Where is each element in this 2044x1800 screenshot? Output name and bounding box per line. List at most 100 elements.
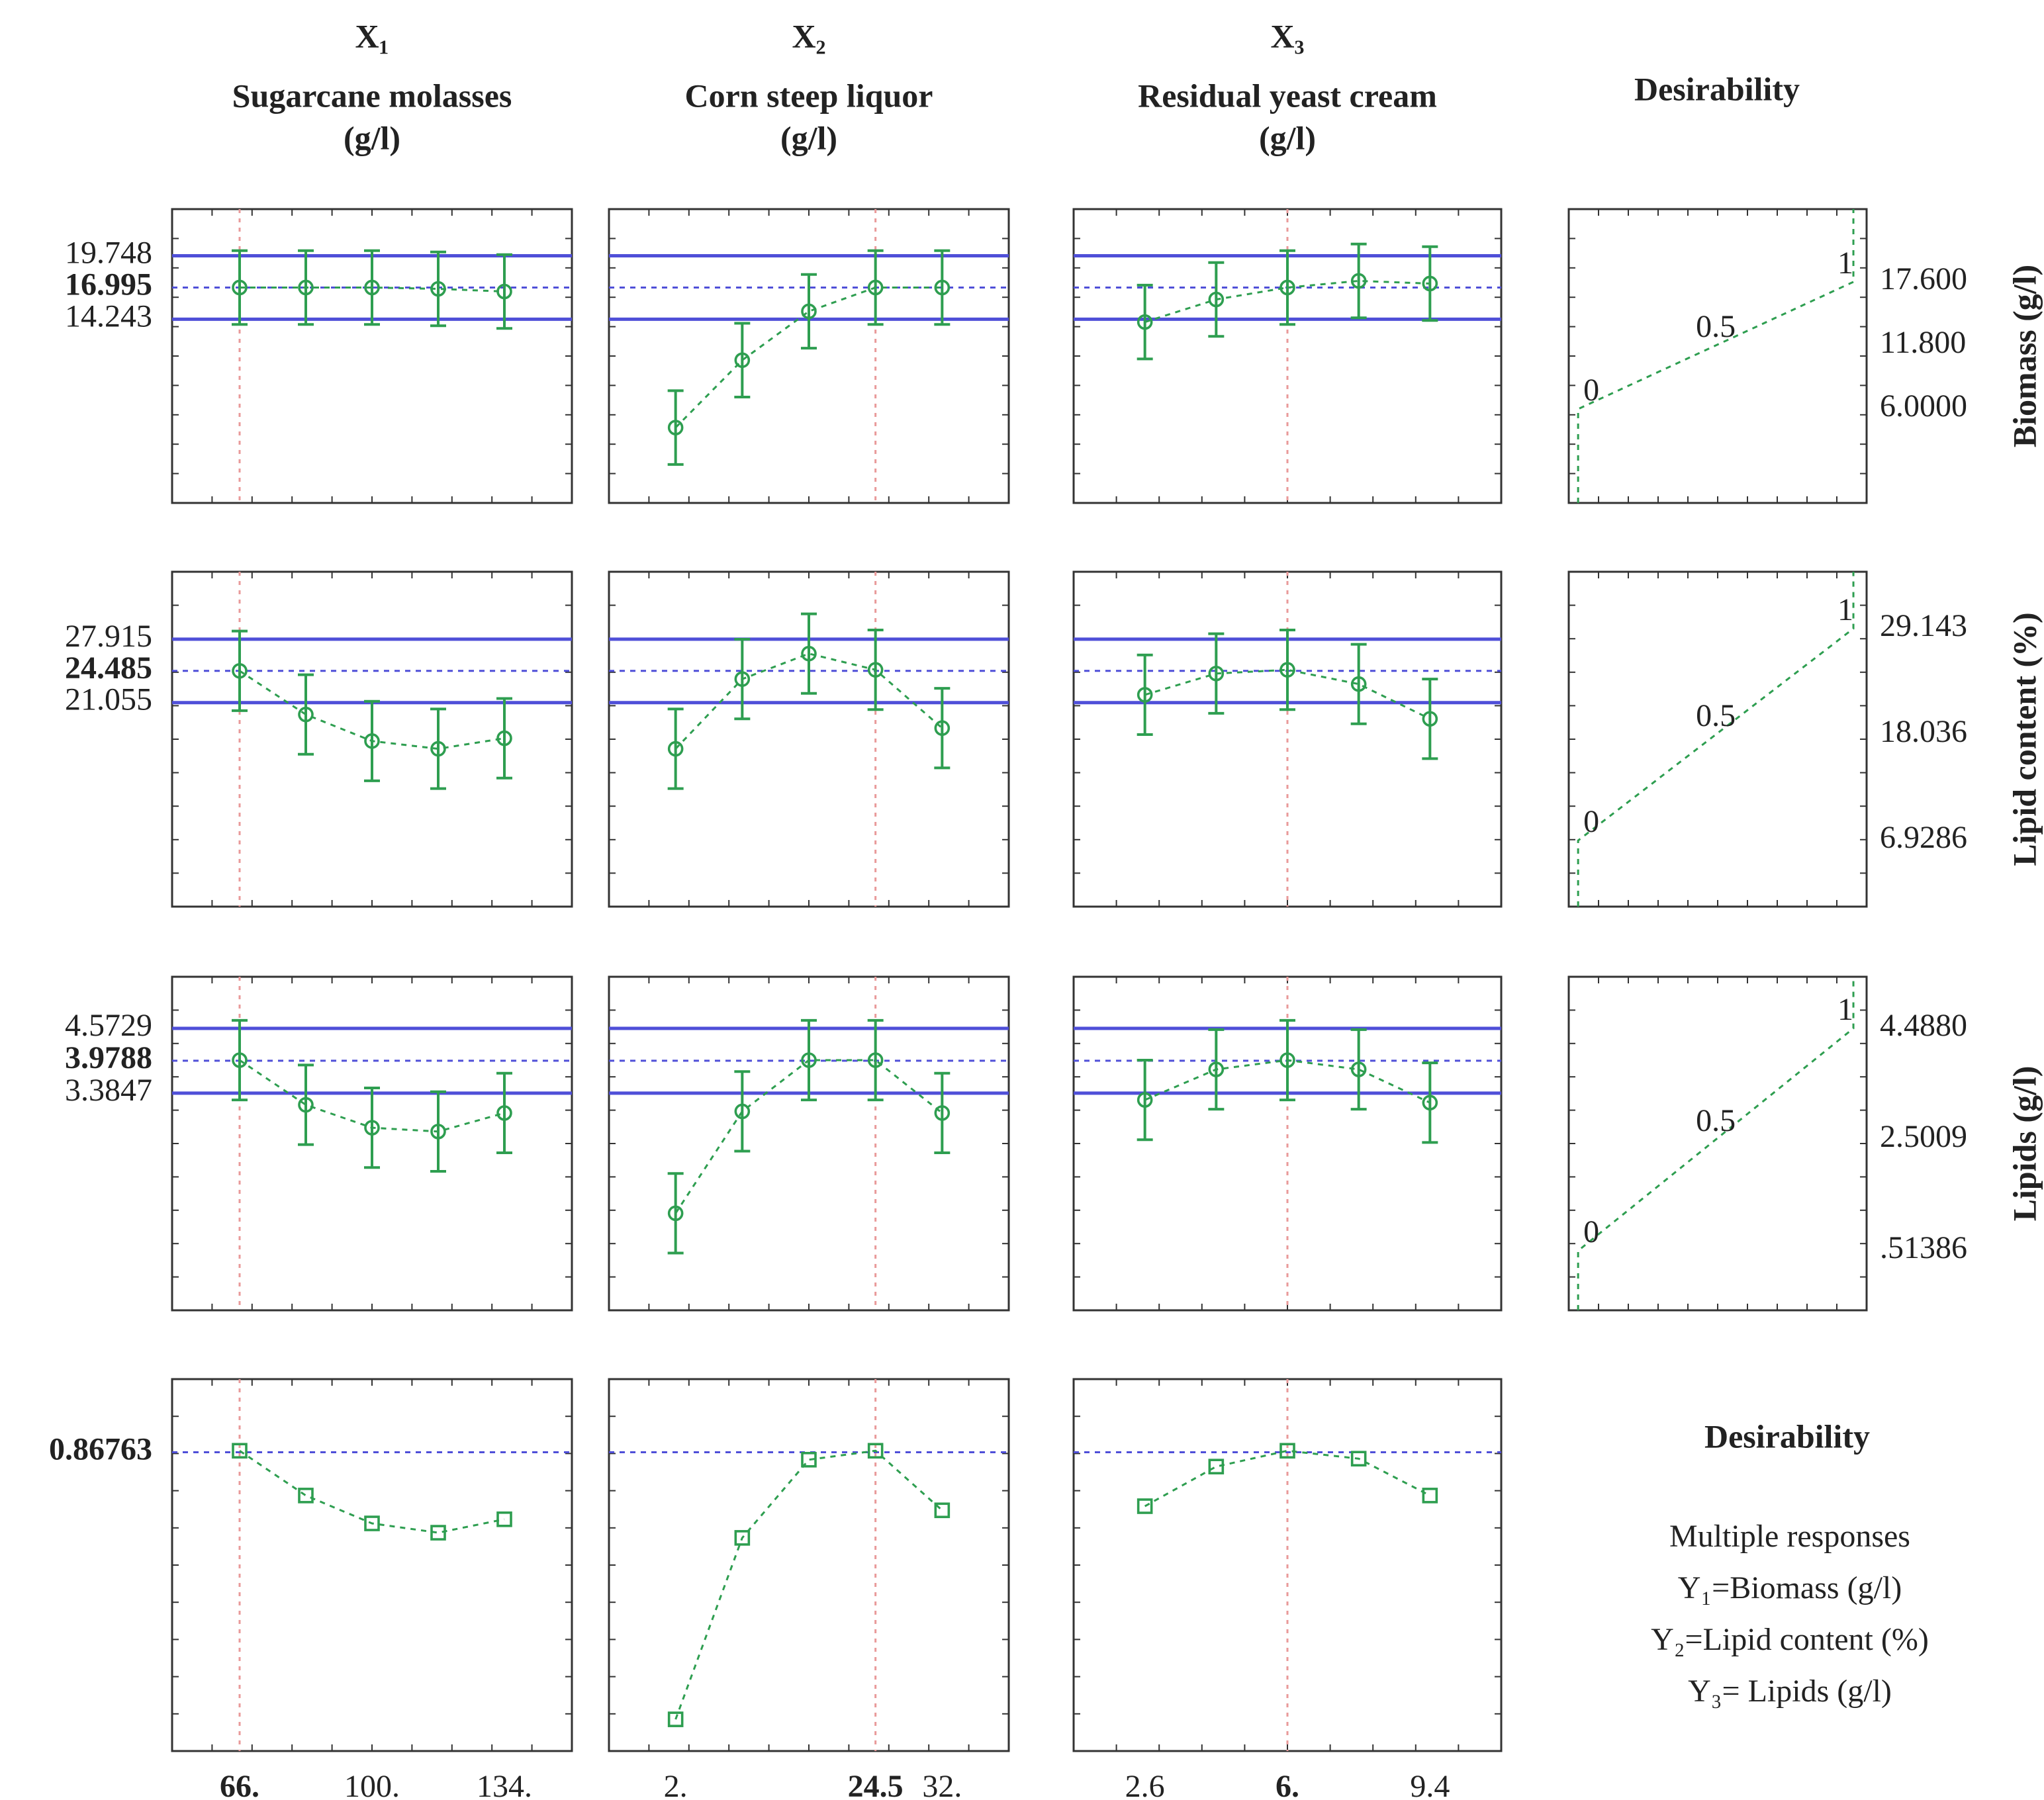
point: [430, 1124, 446, 1140]
panel: [1567, 570, 1868, 908]
panel: [608, 1378, 1010, 1752]
point: [1422, 1095, 1438, 1111]
point: [496, 283, 512, 300]
error-bar: [867, 629, 884, 711]
point: [1208, 665, 1225, 682]
desirability-function: [1577, 977, 1855, 1310]
error-bar: [667, 389, 684, 466]
point: [1137, 1092, 1153, 1108]
desirability-tick-label: 2.5009: [1880, 1119, 1967, 1154]
y-tick-label: 24.485: [65, 651, 152, 686]
error-bar: [298, 249, 314, 326]
point: [298, 1097, 314, 1113]
point: [1137, 687, 1153, 703]
y-tick-label: 16.995: [65, 267, 152, 302]
point: [667, 1205, 684, 1222]
point: [1208, 291, 1225, 308]
desirability-tick-label: 11.800: [1880, 325, 1966, 360]
desirability-level-label: 1: [1837, 246, 1853, 281]
factor-symbol: X₃: [1270, 17, 1304, 54]
y-tick-label: 27.915: [65, 619, 152, 654]
point: [1350, 273, 1367, 289]
point: [734, 671, 751, 687]
desirability-tick-label: 6.0000: [1880, 388, 1967, 424]
legend-line: Y₁=Biomass (g/l): [1678, 1570, 1902, 1605]
point: [867, 1052, 884, 1068]
error-bar: [734, 638, 751, 721]
desirability-tick-label: 6.9286: [1880, 820, 1967, 855]
factor-name: Corn steep liquor: [685, 77, 933, 114]
point: [1279, 662, 1295, 678]
error-bar: [1208, 632, 1225, 715]
legend-line: Y₃= Lipids (g/l): [1688, 1674, 1892, 1709]
point: [298, 1488, 314, 1504]
y-tick-label: 19.748: [65, 236, 152, 271]
point: [1137, 1498, 1153, 1514]
point: [1350, 1451, 1367, 1467]
point: [1137, 314, 1153, 330]
point: [1279, 1443, 1295, 1459]
point: [1279, 279, 1295, 296]
error-bar: [1137, 1059, 1153, 1142]
error-bar: [1208, 261, 1225, 338]
desirability-level-label: 0.5: [1696, 698, 1736, 733]
error-bar: [801, 273, 817, 350]
point: [867, 662, 884, 678]
factor-name: Sugarcane molasses: [232, 77, 512, 114]
point: [667, 741, 684, 757]
error-bar: [1350, 643, 1367, 725]
error-bar: [232, 1018, 248, 1102]
desirability-tick-label: 29.143: [1880, 608, 1967, 643]
profile-line: [674, 1449, 943, 1720]
point: [734, 1103, 751, 1120]
point: [1422, 275, 1438, 292]
error-bar: [934, 1071, 951, 1154]
point: [232, 1443, 248, 1459]
profile-line: [1144, 668, 1430, 720]
point: [430, 281, 446, 297]
error-bar: [1350, 1028, 1367, 1111]
y-tick-label: 0.86763: [49, 1432, 152, 1467]
y-tick-label: 3.3847: [65, 1073, 152, 1108]
point: [867, 1443, 884, 1459]
error-bar: [667, 1172, 684, 1255]
point: [1350, 1061, 1367, 1077]
error-bar: [1137, 283, 1153, 361]
point: [298, 279, 314, 296]
factor-unit: (g/l): [344, 119, 400, 156]
response-name: Lipid content (%): [2006, 612, 2043, 866]
desirability-level-label: 0: [1583, 373, 1599, 408]
point: [1422, 711, 1438, 727]
desirability-level-label: 0.5: [1696, 1103, 1736, 1138]
point: [734, 352, 751, 369]
response-name: Biomass (g/l): [2006, 265, 2043, 447]
error-bar: [364, 1087, 380, 1169]
x-tick-label: 100.: [344, 1769, 400, 1800]
point: [430, 741, 446, 757]
error-bar: [298, 1063, 314, 1146]
profile-line: [1144, 1449, 1431, 1508]
y-tick-label: 4.5729: [65, 1008, 152, 1043]
error-bar: [364, 249, 380, 326]
error-bar: [1279, 1018, 1295, 1102]
error-bar: [1422, 678, 1438, 760]
desirability-function: [1577, 209, 1855, 503]
point: [496, 730, 512, 746]
panel: [171, 1378, 573, 1752]
point: [934, 1105, 951, 1121]
y-tick-label: 21.055: [65, 682, 152, 717]
x-tick-label: 9.4: [1410, 1769, 1450, 1800]
point: [1422, 1488, 1438, 1504]
point: [934, 279, 951, 296]
x-tick-label: 134.: [477, 1769, 532, 1800]
y-tick-label: 3.9788: [65, 1040, 152, 1075]
desirability-function: [1577, 572, 1855, 907]
y-tick-label: 14.243: [65, 298, 152, 334]
error-bar: [934, 687, 951, 770]
panel: [1567, 208, 1868, 504]
error-bar: [801, 1018, 817, 1102]
factor-unit: (g/l): [1259, 119, 1316, 156]
factor-symbol: X₁: [355, 17, 389, 54]
error-bar: [496, 1071, 512, 1154]
